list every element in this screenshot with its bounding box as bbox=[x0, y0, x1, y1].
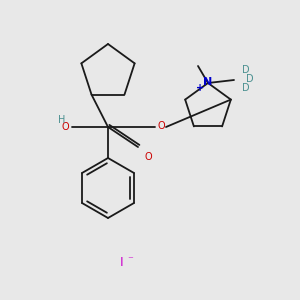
Text: ⁻: ⁻ bbox=[127, 255, 133, 265]
Text: D: D bbox=[246, 74, 254, 84]
Text: +: + bbox=[196, 83, 204, 93]
Text: I: I bbox=[120, 256, 124, 268]
Text: D: D bbox=[242, 65, 250, 75]
Text: O: O bbox=[158, 121, 166, 131]
Text: O: O bbox=[61, 122, 69, 132]
Text: O: O bbox=[144, 152, 152, 162]
Text: N: N bbox=[203, 77, 213, 87]
Text: H: H bbox=[58, 115, 66, 125]
Text: D: D bbox=[242, 83, 250, 93]
